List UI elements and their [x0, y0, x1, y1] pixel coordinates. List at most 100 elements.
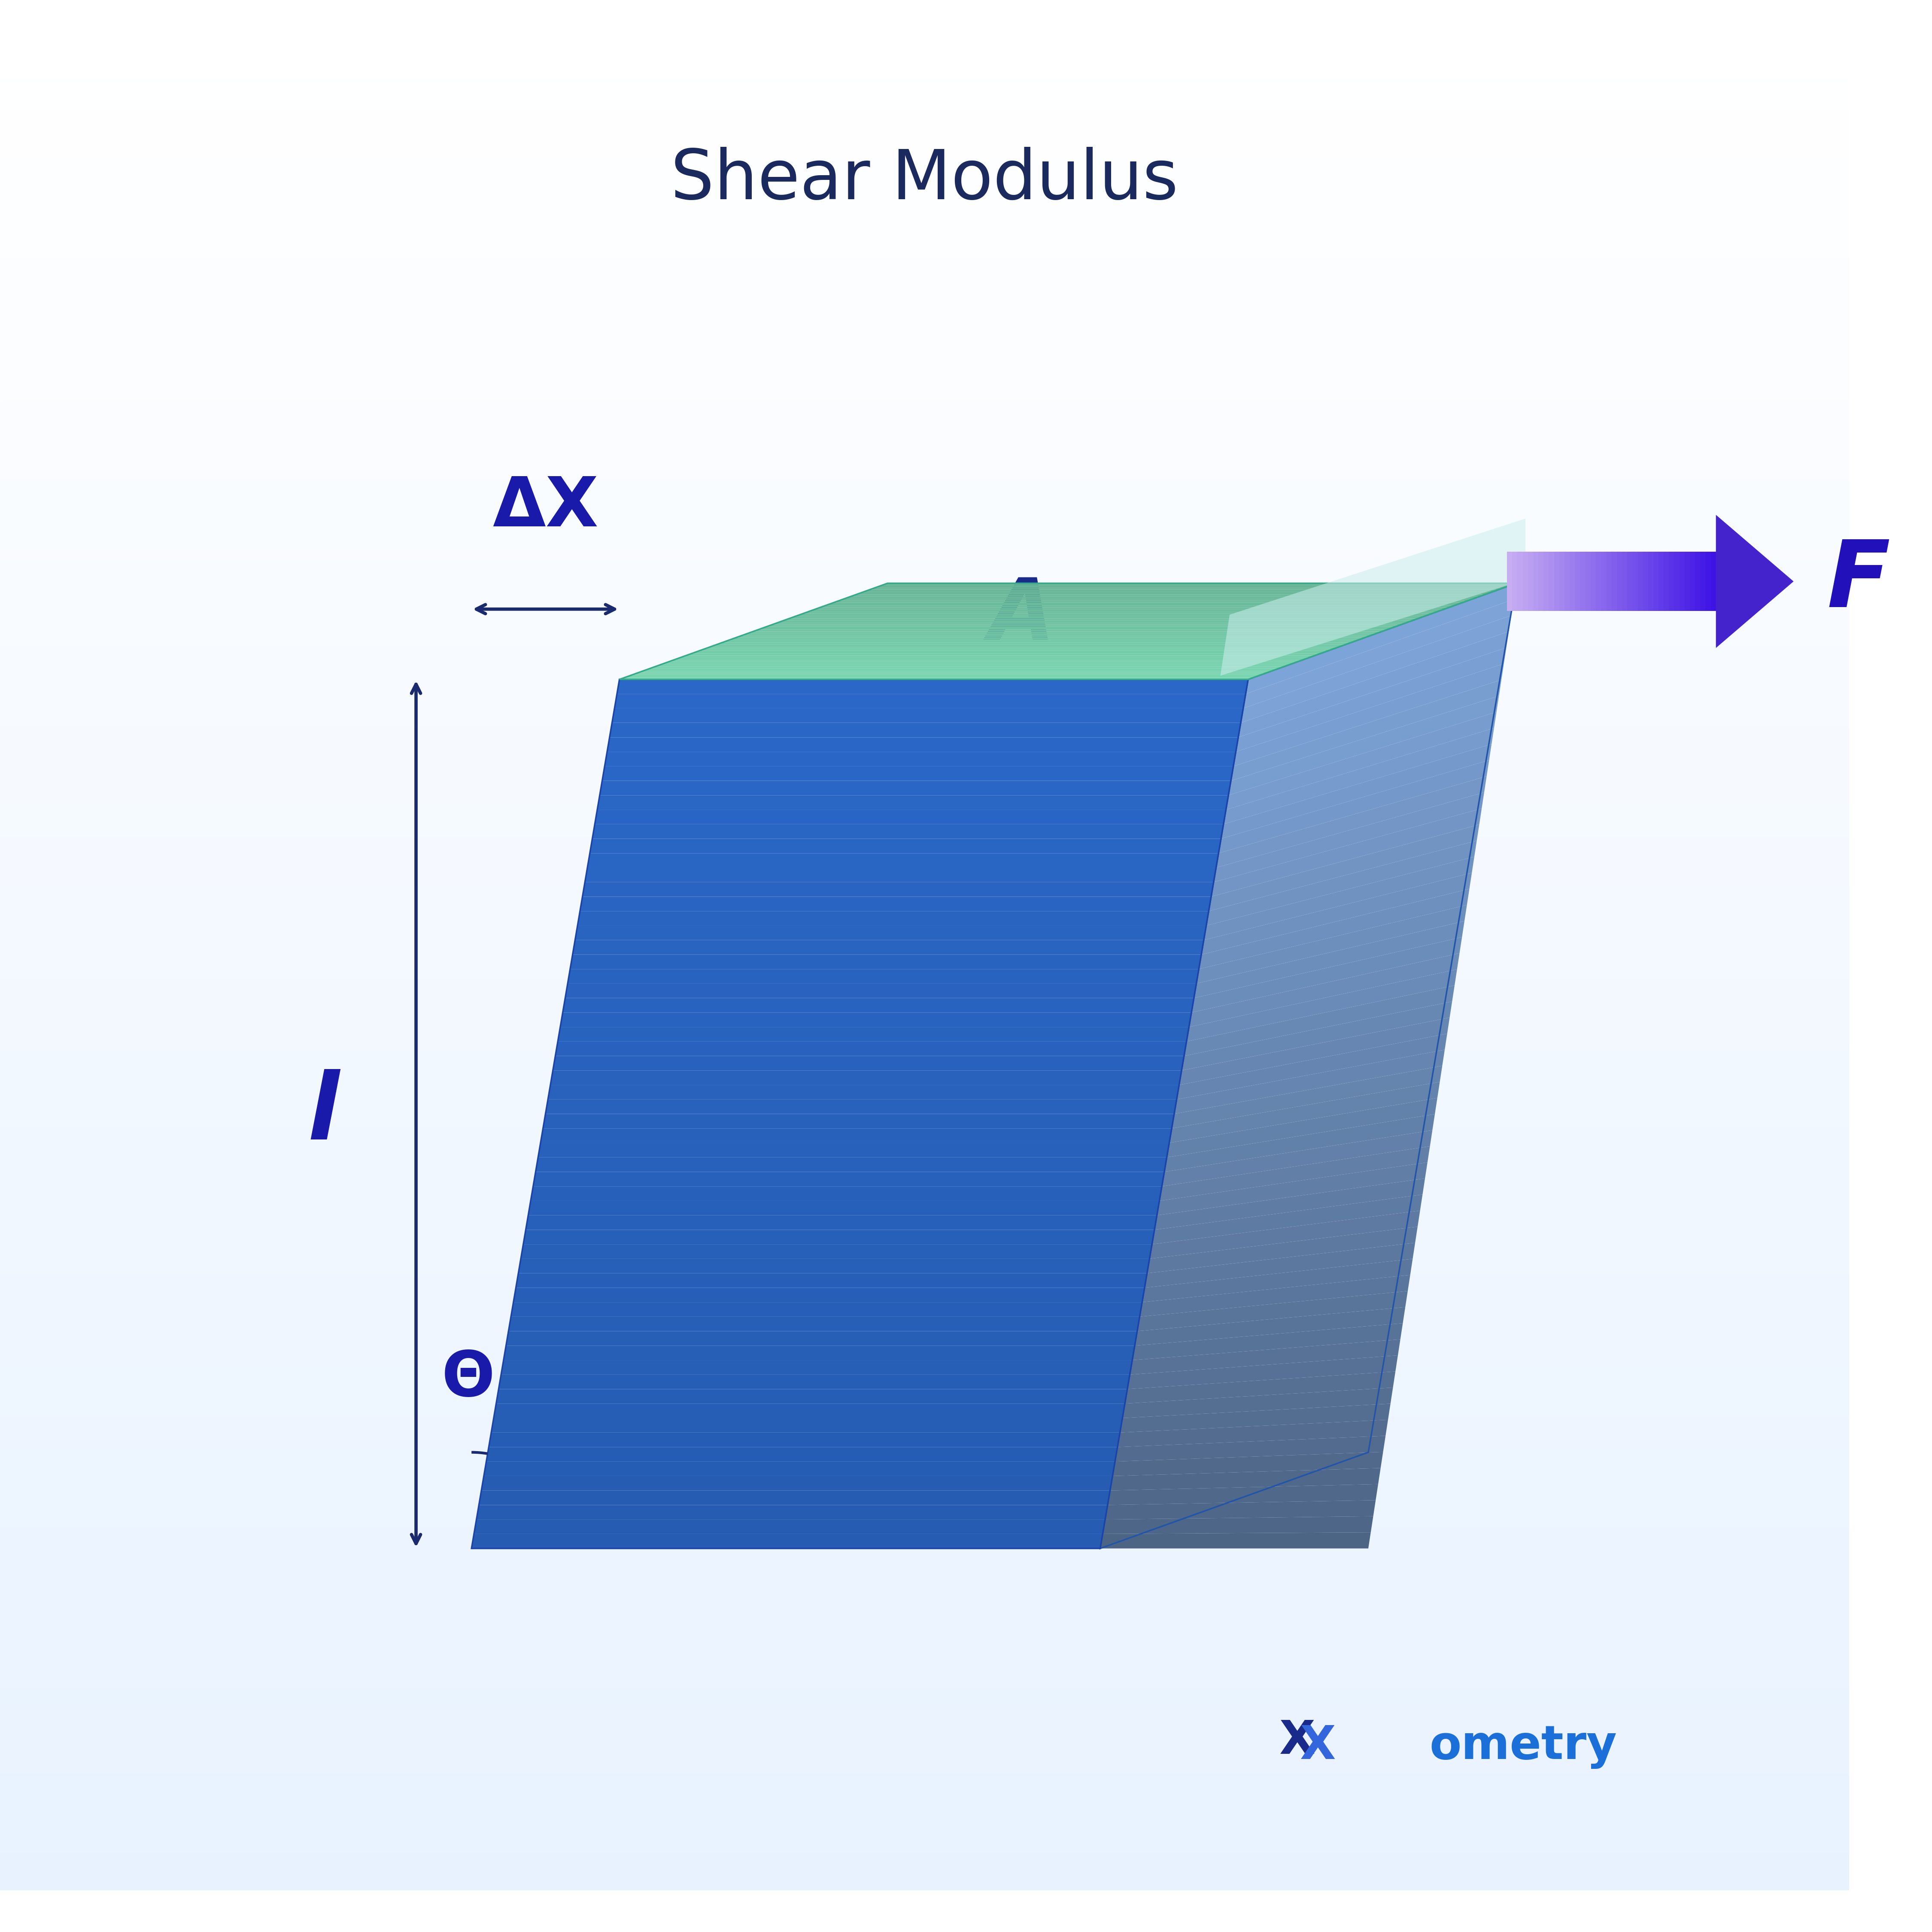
Bar	[0, 1845, 1849, 1853]
Polygon shape	[597, 796, 1229, 810]
Polygon shape	[1240, 616, 1511, 723]
Polygon shape	[1617, 553, 1621, 611]
Polygon shape	[603, 767, 1233, 781]
Bar	[0, 1327, 1849, 1335]
Bar	[0, 1155, 1849, 1163]
Bar	[0, 458, 1849, 468]
Bar	[0, 1667, 1849, 1675]
Bar	[0, 1291, 1849, 1298]
Bar	[0, 471, 1849, 479]
Polygon shape	[1685, 553, 1690, 611]
Polygon shape	[1122, 1387, 1393, 1418]
Bar	[0, 908, 1849, 916]
Bar	[0, 1235, 1849, 1244]
Polygon shape	[1586, 553, 1590, 611]
Bar	[0, 1876, 1849, 1884]
Bar	[0, 761, 1849, 769]
Bar	[0, 1051, 1849, 1059]
Polygon shape	[1642, 553, 1648, 611]
Polygon shape	[1111, 1468, 1381, 1490]
Polygon shape	[1144, 1242, 1414, 1289]
Bar	[0, 328, 1849, 338]
Text: A: A	[987, 574, 1055, 659]
Bar	[0, 1389, 1849, 1397]
Bar	[0, 601, 1849, 609]
Polygon shape	[1231, 680, 1501, 781]
Bar	[0, 446, 1849, 454]
Bar	[0, 1623, 1849, 1633]
Polygon shape	[477, 1505, 1107, 1519]
Bar	[0, 514, 1849, 522]
Bar	[0, 280, 1849, 288]
Polygon shape	[1215, 777, 1486, 867]
Bar	[0, 736, 1849, 744]
Bar	[0, 607, 1849, 614]
Bar	[0, 77, 1849, 85]
Bar	[0, 1408, 1849, 1416]
Polygon shape	[551, 1070, 1182, 1086]
Polygon shape	[612, 709, 1242, 723]
Polygon shape	[1611, 553, 1617, 611]
Bar	[0, 156, 1849, 164]
Bar	[0, 1741, 1849, 1748]
Bar	[0, 187, 1849, 195]
Bar	[0, 551, 1849, 558]
Bar	[0, 1690, 1849, 1700]
Bar	[0, 483, 1849, 491]
Bar	[0, 1859, 1849, 1866]
Polygon shape	[1621, 553, 1627, 611]
Bar	[0, 213, 1849, 220]
Bar	[0, 1833, 1849, 1841]
Bar	[0, 1636, 1849, 1644]
Polygon shape	[572, 941, 1204, 954]
Bar	[0, 1426, 1849, 1434]
Polygon shape	[611, 723, 1240, 738]
Bar	[0, 730, 1849, 738]
Polygon shape	[1522, 553, 1528, 611]
Polygon shape	[524, 1231, 1155, 1244]
Polygon shape	[1227, 711, 1497, 810]
Polygon shape	[1211, 808, 1482, 896]
Bar	[0, 916, 1849, 923]
Bar	[0, 1747, 1849, 1754]
Bar	[0, 1457, 1849, 1464]
Bar	[0, 804, 1849, 811]
Bar	[0, 435, 1849, 442]
Polygon shape	[607, 738, 1238, 752]
Bar	[0, 1273, 1849, 1281]
Bar	[0, 1803, 1849, 1810]
Bar	[0, 1679, 1849, 1687]
Bar	[0, 1654, 1849, 1662]
Bar	[0, 1364, 1849, 1374]
Bar	[0, 1808, 1849, 1816]
Bar	[0, 139, 1849, 147]
Bar	[0, 1851, 1849, 1861]
Bar	[0, 1383, 1849, 1391]
Bar	[0, 767, 1849, 775]
Bar	[0, 1333, 1849, 1343]
Polygon shape	[1242, 599, 1515, 709]
Polygon shape	[1150, 1211, 1420, 1260]
Polygon shape	[473, 1519, 1105, 1534]
Polygon shape	[500, 1360, 1132, 1376]
Bar	[0, 100, 1849, 110]
Polygon shape	[545, 1099, 1177, 1115]
Bar	[0, 1167, 1849, 1175]
Bar	[0, 952, 1849, 960]
Polygon shape	[1169, 1082, 1439, 1144]
Bar	[0, 1828, 1849, 1835]
Bar	[0, 1488, 1849, 1495]
Bar	[0, 299, 1849, 307]
Polygon shape	[483, 1461, 1115, 1476]
Bar	[0, 1864, 1849, 1872]
Bar	[0, 798, 1849, 806]
Bar	[0, 1296, 1849, 1304]
Polygon shape	[1182, 1001, 1453, 1070]
Polygon shape	[1121, 1405, 1391, 1432]
Polygon shape	[1238, 632, 1509, 738]
Bar	[0, 773, 1849, 781]
Polygon shape	[1534, 553, 1538, 611]
Bar	[0, 1007, 1849, 1016]
Polygon shape	[1700, 553, 1706, 611]
Bar	[0, 1791, 1849, 1799]
